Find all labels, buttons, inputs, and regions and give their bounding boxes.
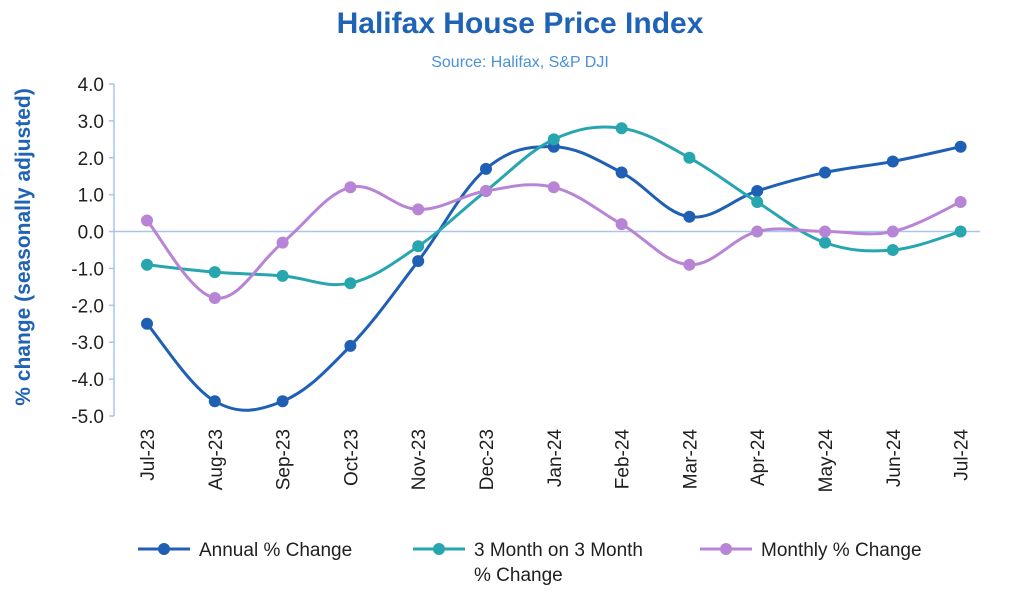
data-point: [276, 395, 289, 408]
legend-item-3: Monthly % Change: [700, 540, 922, 561]
y-tick-label: 3.0: [78, 112, 104, 133]
data-point: [751, 196, 764, 209]
y-tick-label: 1.0: [78, 186, 104, 207]
data-point: [819, 236, 831, 249]
data-point: [751, 184, 764, 197]
series-layer: [141, 122, 967, 412]
y-tick-label: -2.0: [71, 296, 104, 317]
x-tick-label: Jun-24: [884, 429, 905, 488]
legend-swatch-marker: [433, 543, 445, 555]
data-point: [819, 225, 831, 238]
data-point: [615, 122, 628, 135]
x-tick-label: Jan-24: [545, 429, 566, 488]
y-tick-label: 2.0: [78, 149, 104, 170]
x-tick-label: Oct-23: [341, 429, 362, 486]
x-tick-label: Apr-24: [748, 429, 769, 486]
data-point: [208, 395, 221, 408]
data-point: [683, 210, 696, 223]
x-tick-label: Sep-23: [274, 429, 295, 490]
series-3: [141, 181, 967, 304]
y-axis-label: % change (seasonally adjusted): [12, 88, 35, 405]
data-point: [276, 236, 289, 249]
legend-label: Annual % Change: [199, 540, 352, 561]
data-point: [954, 196, 967, 209]
data-point: [615, 166, 628, 179]
legend-item-1: Annual % Change: [138, 540, 352, 561]
x-tick-label: Aug-23: [206, 429, 227, 490]
data-point: [141, 258, 153, 271]
data-point: [886, 155, 899, 168]
x-tick-label: Mar-24: [680, 429, 701, 490]
y-tick-label: -5.0: [71, 407, 104, 428]
x-tick-label: Jul-24: [952, 429, 973, 481]
x-tick-label: Dec-23: [477, 429, 498, 490]
data-point: [547, 181, 560, 194]
data-point: [547, 133, 560, 146]
chart-title: Halifax House Price Index: [337, 7, 704, 40]
series-line: [145, 183, 962, 300]
legend: Annual % Change 3 Month on 3 Month % Chang…: [138, 540, 922, 586]
data-point: [480, 184, 492, 197]
data-point: [141, 317, 153, 330]
legend-label: Monthly % Change: [761, 540, 922, 561]
data-point: [954, 225, 967, 238]
legend-label: % Change: [474, 565, 563, 586]
data-point: [141, 214, 153, 227]
data-point: [412, 203, 425, 216]
legend-label: 3 Month on 3 Month: [474, 540, 643, 561]
legend-item-2: 3 Month on 3 Month % Change: [413, 540, 643, 586]
y-tick-label: 4.0: [78, 75, 104, 96]
data-point: [683, 151, 696, 164]
y-tick-label: 0.0: [78, 223, 104, 244]
y-tick-labels: 4.0 3.0 2.0 1.0 0.0 -1.0 -2.0 -3.0 -4.0 -5.0: [71, 75, 104, 428]
data-point: [412, 240, 425, 253]
legend-swatch-marker: [720, 543, 732, 555]
y-tick-label: -1.0: [71, 259, 104, 280]
x-tick-label: May-24: [816, 429, 837, 493]
data-point: [886, 225, 899, 238]
data-point: [480, 162, 492, 175]
y-tick-label: -3.0: [71, 333, 104, 354]
data-point: [751, 225, 764, 238]
chart-subtitle: Source: Halifax, S&P DJI: [431, 54, 609, 71]
data-point: [344, 181, 357, 194]
data-point: [615, 218, 628, 231]
data-point: [886, 244, 899, 256]
data-point: [344, 277, 357, 290]
y-tick-label: -4.0: [71, 370, 104, 391]
data-point: [683, 258, 696, 271]
x-tick-label: Jul-23: [138, 429, 159, 481]
data-point: [276, 269, 289, 282]
data-point: [954, 140, 967, 153]
x-tick-label: Nov-23: [409, 429, 430, 490]
data-point: [208, 266, 221, 279]
data-point: [819, 166, 831, 179]
data-point: [344, 339, 357, 352]
data-point: [412, 255, 425, 268]
data-point: [208, 291, 221, 304]
legend-swatch-marker: [158, 543, 170, 555]
x-tick-label: Feb-24: [613, 429, 634, 490]
x-tick-labels: Jul-23 Aug-23 Sep-23 Oct-23 Nov-23 Dec-23 Jan-…: [138, 429, 973, 493]
